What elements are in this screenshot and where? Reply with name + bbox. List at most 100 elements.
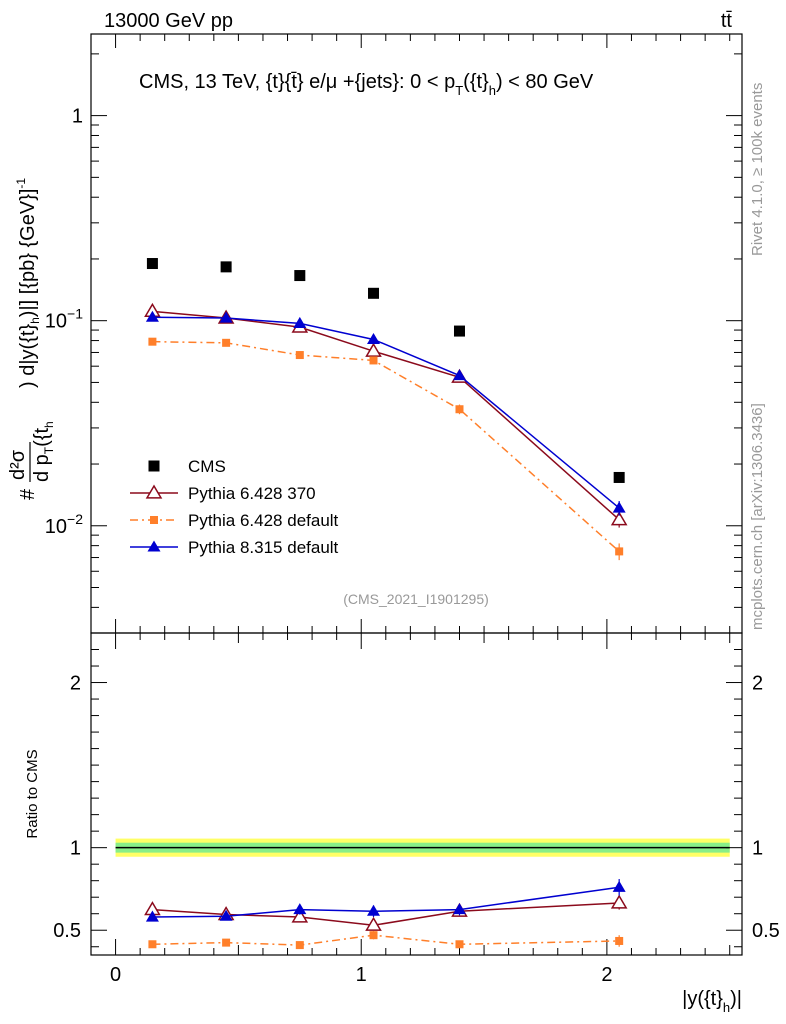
marker-pythia-6.428-default [222, 338, 231, 347]
marker-pythia-8.315-default [219, 311, 233, 323]
marker-pythia-6.428-370 [610, 894, 628, 909]
xlabel-a: |y({t} [682, 988, 723, 1010]
ratio-x-tick-label: 0 [110, 964, 121, 986]
marker-pythia-8.315-default [293, 903, 307, 915]
series-line [152, 316, 620, 509]
marker-cms [368, 287, 380, 299]
ratio-series-pythia-6.428-370 [144, 894, 628, 931]
main-title-sub1: T [455, 83, 463, 98]
series-pythia-6.428-default [148, 337, 624, 561]
ratio-series [144, 879, 628, 950]
marker-pythia-8.315-default [145, 910, 159, 922]
rivet-label: Rivet 4.1.0, ≥ 100k events [749, 83, 766, 256]
svg-text:#: # [17, 488, 39, 500]
ratio-series-pythia-8.315-default [145, 879, 626, 922]
marker-pythia-6.428-default [369, 931, 378, 940]
ylabel-hash: # [17, 488, 39, 500]
legend-label: Pythia 6.428 370 [188, 484, 316, 503]
svg-text:d²σ: d²σ [7, 449, 29, 480]
ylabel-rest-sub: h [28, 317, 42, 324]
header-right: tt̄ [721, 10, 733, 32]
marker-cms [613, 471, 625, 483]
marker-pythia-6.428-default [615, 936, 624, 945]
marker-pythia-6.428-default [150, 516, 158, 524]
ylabel-den-sub: T [42, 446, 56, 454]
mcplots-label: mcplots.cern.ch [arXiv:1306.3436] [749, 403, 766, 630]
main-ylabel: # d²σ d pT({th ) d|y({t}h)|] [{pb} {GeV}… [7, 178, 56, 500]
main-title-c: ) < 80 GeV [496, 71, 594, 93]
marker-pythia-8.315-default [147, 540, 161, 552]
marker-pythia-6.428-default [615, 547, 624, 556]
marker-pythia-6.428-default [222, 938, 231, 947]
ratio-axes: 0 1 2 0.5 1 2 0.5 1 2 [53, 632, 780, 986]
svg-text:d pT({th: d pT({th [31, 421, 56, 482]
marker-pythia-6.428-370 [610, 511, 628, 526]
marker-pythia-8.315-default [367, 904, 381, 916]
series-pythia-8.315-default [145, 310, 626, 516]
marker-pythia-8.315-default [145, 310, 159, 322]
ratio-y-tick-label: 1 [70, 838, 81, 860]
main-title-sub2: h [489, 83, 496, 98]
marker-pythia-8.315-default [452, 369, 466, 381]
tick-base: 10 [45, 311, 67, 333]
ratio-y-tick-label: 2 [70, 673, 81, 695]
marker-pythia-6.428-370 [365, 916, 382, 931]
ylabel-den-rest-sub: h [42, 421, 56, 428]
ratio-y-tick-label: 0.5 [53, 920, 81, 942]
marker-pythia-6.428-default [369, 356, 378, 365]
legend-item: Pythia 6.428 370 [130, 484, 316, 503]
marker-pythia-8.315-default [452, 903, 466, 915]
xlabel-sub: h [723, 1000, 730, 1015]
marker-pythia-8.315-default [367, 332, 381, 345]
marker-pythia-6.428-default [455, 940, 464, 949]
main-y-tick-label: 1 [72, 106, 83, 128]
marker-cms [148, 460, 160, 472]
legend-label: Pythia 8.315 default [188, 538, 339, 557]
main-y-tick-label: 10−2 [45, 511, 83, 538]
ratio-y-tick-label-right: 1 [752, 838, 763, 860]
marker-pythia-6.428-default [295, 941, 304, 950]
legend-label: Pythia 6.428 default [188, 511, 339, 530]
ratio-x-tick-label: 2 [601, 964, 612, 986]
ylabel-sup: -1 [14, 178, 28, 189]
xlabel: |y({t}h)| [682, 988, 742, 1015]
marker-pythia-6.428-default [295, 351, 304, 360]
tick-base: 10 [45, 516, 67, 538]
marker-pythia-6.428-default [148, 940, 157, 949]
svg-text:) d|y({t}h)|] [{pb} {GeV}]-1: ) d|y({t}h)|] [{pb} {GeV}]-1 [14, 178, 42, 388]
main-axes: 10−210−11 [45, 34, 742, 634]
series-cms [146, 258, 625, 483]
header-left: 13000 GeV pp [104, 10, 233, 32]
ratio-frame [90, 632, 743, 956]
marker-pythia-6.428-370 [365, 342, 382, 357]
ratio-series-pythia-6.428-default [148, 931, 624, 950]
marker-pythia-8.315-default [219, 909, 233, 921]
main-title: CMS, 13 TeV, {t}{t̄} e/μ +{jets}: 0 < pT… [139, 71, 594, 98]
ratio-series-line [152, 886, 620, 918]
legend: CMS Pythia 6.428 370 Pythia 6.428 default P… [130, 457, 339, 557]
ylabel-den-rest: ({t [31, 428, 53, 447]
main-series [144, 258, 628, 561]
ylabel-den: d p [31, 454, 53, 482]
ylabel-rest: ) d|y({t} [17, 324, 39, 388]
marker-pythia-6.428-default [455, 405, 464, 414]
ratio-ylabel: Ratio to CMS [24, 749, 41, 838]
marker-cms [146, 258, 158, 270]
ratio-series-line [152, 934, 620, 946]
ratio-series-line [152, 902, 620, 927]
main-title-b: ({t} [463, 71, 489, 93]
legend-item: Pythia 8.315 default [130, 538, 339, 557]
ratio-y-tick-label-right: 0.5 [752, 920, 780, 942]
ratio-x-tick-label: 1 [356, 964, 367, 986]
xlabel-b: )| [730, 988, 742, 1010]
marker-pythia-6.428-default [148, 337, 157, 346]
marker-pythia-6.428-370 [145, 484, 163, 499]
series-line [152, 310, 620, 521]
tick-exponent: −1 [67, 306, 83, 322]
marker-pythia-8.315-default [293, 316, 307, 328]
legend-item: CMS [148, 457, 226, 476]
watermark: (CMS_2021_I1901295) [343, 591, 489, 607]
tick-exponent: −2 [67, 511, 83, 527]
legend-item: Pythia 6.428 default [130, 511, 339, 530]
